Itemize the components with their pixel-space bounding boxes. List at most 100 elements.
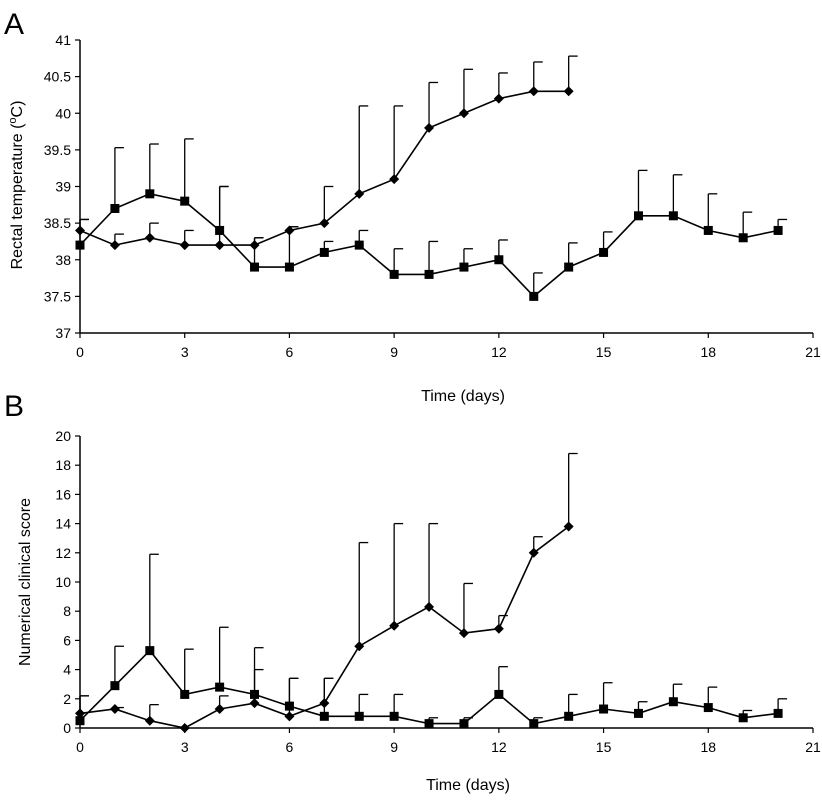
panel-b-x-tick-label: 3	[181, 739, 189, 755]
panel-b-series-diamond-point	[284, 711, 295, 722]
panel-a-series-square-point	[599, 247, 609, 257]
panel-a-series	[75, 55, 788, 301]
panel-a-y-tick-label: 40.5	[44, 69, 71, 85]
panel-b-series-diamond-point	[109, 704, 120, 715]
panel-a-series-square-point	[738, 233, 748, 243]
panel-b-series-diamond-point	[354, 641, 365, 652]
panel-b-letter: B	[4, 390, 24, 423]
panel-a-y-tick-label: 39.5	[44, 142, 71, 158]
panel-a-series-diamond-point	[319, 218, 330, 229]
panel-a-series-square-point	[250, 262, 260, 272]
panel-b-series-square-point	[75, 716, 85, 726]
panel-b-ticks: 0 2 4 6 8 10 12 14 16 18 20 0 3 6 9 12 15 18 21	[55, 428, 821, 755]
panel-a-series-square-point	[459, 262, 469, 272]
panel-a-y-label-post: C)	[9, 101, 26, 118]
panel-b-series-square-point	[145, 646, 155, 656]
panel-a-y-label-pre: Rectal temperature (	[9, 123, 26, 270]
panel-a-x-tick-label: 6	[286, 344, 294, 360]
panel-a-x-axis-label: Time (days)	[421, 388, 505, 405]
panel-a-y-tick-label: 39	[55, 179, 71, 195]
panel-b-series-square-point	[633, 708, 643, 718]
panel-b-series-square-point	[319, 711, 329, 721]
panel-b-x-axis-label: Time (days)	[426, 777, 510, 794]
panel-b: B 0 2 4 6 8 10 12 14 16 18 20 0 3 6 9 12 15 18 21 Time (da…	[4, 390, 821, 794]
panel-b-x-tick-label: 18	[700, 739, 716, 755]
panel-b-series-square-point	[110, 681, 120, 691]
panel-a-letter: A	[4, 8, 24, 41]
panel-a-y-tick-label: 38	[55, 252, 71, 268]
panel-b-series-square-point	[424, 719, 434, 729]
panel-a-series-diamond-point	[458, 108, 469, 119]
panel-a: A 37 37.5 38 38.5 39 39.5 40 40.5 41 0 3 6 9 12 15 18 21…	[4, 8, 821, 405]
panel-b-x-tick-label: 0	[76, 739, 84, 755]
panel-b-series-square-point	[250, 689, 260, 699]
panel-b-series-square-point	[180, 689, 190, 699]
panel-b-y-axis-label: Numerical clinical score	[17, 498, 34, 666]
panel-a-y-tick-label: 37.5	[44, 288, 71, 304]
panel-b-series-square-point	[215, 682, 225, 692]
panel-a-x-tick-label: 15	[596, 344, 612, 360]
panel-a-axes	[79, 40, 813, 334]
panel-b-series-square-point	[564, 711, 574, 721]
panel-b-series-diamond-point	[249, 698, 260, 709]
panel-b-series-square-point	[773, 708, 783, 718]
panel-a-series-square-point	[773, 225, 783, 235]
panel-a-series-square-point	[668, 211, 678, 221]
panel-a-y-tick-label: 38.5	[44, 215, 71, 231]
panel-a-series-square-point	[354, 240, 364, 250]
panel-a-series-square-point	[110, 203, 120, 213]
panel-a-series-square-point	[494, 255, 504, 265]
panel-b-y-tick-label: 14	[55, 516, 71, 532]
panel-b-series-square-point	[459, 719, 469, 729]
panel-a-series-square-point	[180, 196, 190, 206]
panel-b-series-diamond-point	[144, 715, 155, 726]
panel-b-series-diamond-point	[214, 704, 225, 715]
panel-a-series-diamond-point	[528, 86, 539, 97]
panel-b-series-square-point	[529, 719, 539, 729]
panel-a-series-diamond-point	[424, 122, 435, 133]
panel-a-series-diamond-point	[493, 93, 504, 104]
panel-a-x-tick-label: 3	[181, 344, 189, 360]
panel-b-y-tick-label: 12	[55, 545, 71, 561]
panel-a-y-tick-label: 40	[55, 105, 71, 121]
panel-b-series-square-point	[599, 704, 609, 714]
panel-a-series-square-point	[284, 262, 294, 272]
panel-b-x-tick-label: 15	[596, 739, 612, 755]
panel-b-y-tick-label: 0	[63, 720, 71, 736]
panel-a-series-square-point	[75, 240, 85, 250]
panel-b-series-square-point	[703, 703, 713, 713]
panel-b-series-square-point	[284, 701, 294, 711]
panel-b-series-diamond-point	[179, 723, 190, 733]
panel-a-series-square-point	[145, 189, 155, 199]
panel-a-series-square-point	[424, 269, 434, 279]
panel-b-series-square-point	[738, 713, 748, 723]
panel-b-series-square-point	[354, 711, 364, 721]
panel-a-ticks: 37 37.5 38 38.5 39 39.5 40 40.5 41 0 3 6 9 12 15 18 21	[44, 32, 821, 360]
panel-b-y-tick-label: 10	[55, 574, 71, 590]
panel-b-x-tick-label: 12	[491, 739, 507, 755]
panel-b-y-tick-label: 18	[55, 457, 71, 473]
panel-b-series-square-point	[494, 689, 504, 699]
panel-b-y-tick-label: 16	[55, 486, 71, 502]
panel-b-series-square-point	[389, 711, 399, 721]
panel-a-series-square-point	[529, 291, 539, 301]
panel-a-series-diamond-point	[144, 232, 155, 243]
panel-a-series-square-point	[215, 225, 225, 235]
panel-a-series-diamond-point	[563, 86, 574, 97]
panel-a-series-square-point	[703, 225, 713, 235]
panel-a-x-tick-label: 0	[76, 344, 84, 360]
panel-a-y-tick-label: 41	[55, 32, 71, 48]
panel-b-series-diamond-point	[493, 623, 504, 634]
panel-b-y-tick-label: 2	[63, 691, 71, 707]
panel-a-series-square-point	[389, 269, 399, 279]
panel-b-y-tick-label: 4	[63, 662, 71, 678]
panel-a-y-axis-label: Rectal temperature (oC)	[7, 101, 26, 270]
panel-a-y-tick-label: 37	[55, 325, 71, 341]
panel-a-series-diamond-point	[109, 240, 120, 251]
panel-b-y-tick-label: 20	[55, 428, 71, 444]
panel-a-series-diamond-point	[179, 240, 190, 251]
panel-b-series-square	[75, 553, 788, 729]
panel-a-series-square-point	[564, 262, 574, 272]
panel-b-series-diamond-point	[389, 620, 400, 631]
